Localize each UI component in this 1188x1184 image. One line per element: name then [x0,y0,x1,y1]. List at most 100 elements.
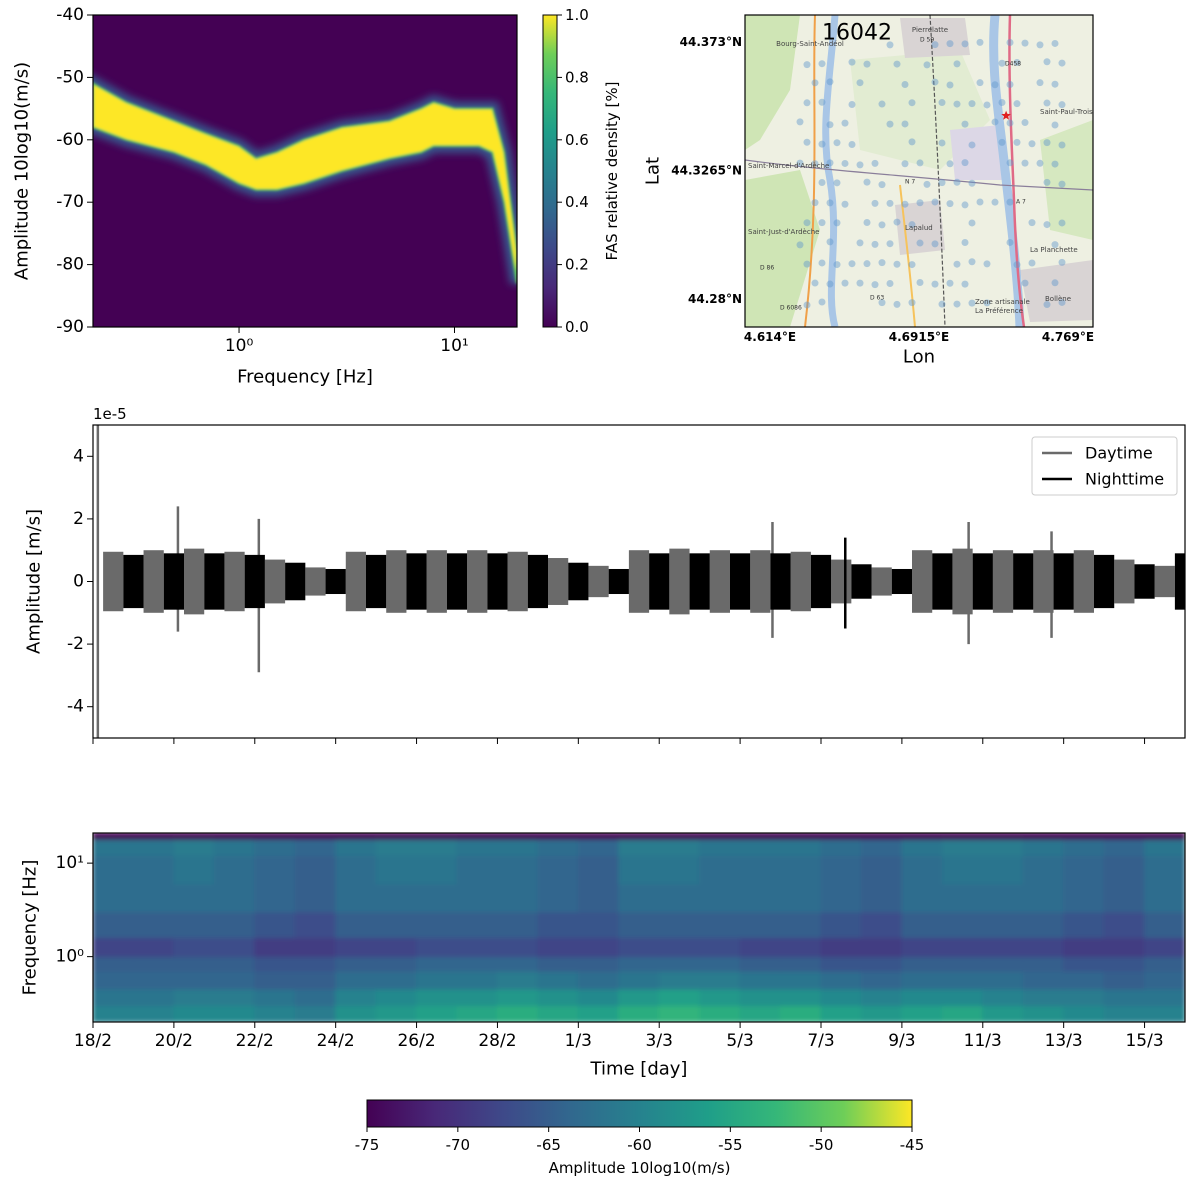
spectrogram-cell [658,970,701,990]
station-dot [1006,80,1014,88]
spectrogram-cell [213,956,256,972]
y-tick-label: 4 [73,446,84,466]
spectrogram-cell [820,970,862,990]
colorbar-tick-label: 0.8 [565,68,589,86]
spectrogram-cell [941,956,984,972]
spectrogram-cell [416,833,458,840]
station-dot [1013,261,1021,269]
spectrogram-cell [294,937,337,958]
station-dot [968,258,976,266]
plot-area [96,425,1185,738]
spectrogram-cell [1022,855,1065,885]
spectrogram-cell [294,956,337,972]
spectrogram-cell [577,1005,620,1022]
spectrogram-cell [1063,1005,1105,1022]
spectrogram-cell [93,988,134,1007]
spectrogram-cell [496,883,539,913]
spectrogram-cell [739,833,782,840]
spectrogram-cell [618,883,660,913]
spectrogram-cell [699,937,741,958]
station-dot [1051,160,1059,168]
station-dot [1013,59,1021,67]
envelope-segment [204,553,225,610]
envelope-segment [628,550,650,613]
spectrogram-cell [1063,956,1105,972]
spectrogram-cell [456,956,498,972]
station-dot [1058,219,1066,227]
station-dot [886,120,894,128]
spectrogram-cell [93,855,134,885]
station-dot [796,118,804,126]
station-dot [818,140,826,148]
place-label: Pierrelatte [912,26,948,34]
spectrogram-cell [820,833,862,840]
spectrogram-cell [335,855,377,885]
spectrogram-cell [173,988,215,1007]
spectrogram-cell [780,956,822,972]
spectrogram-cell [537,838,579,857]
envelope-segment [750,550,771,613]
spectrogram-cell [456,1005,498,1022]
spectrogram-cell [739,956,782,972]
station-dot [938,300,946,308]
colorbar-tick-label: -75 [355,1136,380,1154]
y-tick-label: 44.373°N [680,35,742,49]
spectrogram-cell [860,937,903,958]
spectrogram-cell [860,1005,903,1022]
spectrogram-cell [173,833,215,840]
spectrogram-cell [294,838,337,857]
station-dot [848,101,856,109]
x-tick-label: 13/3 [1045,1031,1083,1051]
station-dot [991,198,999,206]
spectrogram-cell [294,970,337,990]
station-dot [953,60,961,68]
spectrogram-cell [699,970,741,990]
colorbar-tick-label: 1.0 [565,6,589,24]
spectrogram-cell [132,833,175,840]
station-dot [1043,58,1051,66]
station-dot [908,299,916,307]
station-dot [886,41,894,49]
station-dot [863,218,871,226]
urban [895,200,945,255]
station-dot [901,200,909,208]
colorbar-tick-label: 0.2 [565,256,589,274]
station-dot [946,160,954,168]
station-dot [1058,141,1066,149]
station-dot [841,159,849,167]
spectrogram-cell [537,937,579,958]
y-axis-label: Frequency [Hz] [20,860,41,996]
station-dot [856,279,864,287]
station-dot [916,239,924,247]
spectrogram-cell [1144,838,1185,857]
x-tick-label: 22/2 [236,1031,274,1051]
spectrogram-cell [780,1005,822,1022]
spectrogram-cell [456,937,498,958]
station-dot [931,198,939,206]
spectrogram-cell [537,855,579,885]
spectrogram-cell [618,937,660,958]
spectrogram-cell [941,911,984,939]
station-dot [1058,298,1066,306]
spectrogram-cell [699,883,741,913]
spectrogram-cell [658,1005,701,1022]
spectrogram-cell [1103,911,1146,939]
station-dot [848,58,856,66]
station-dot [1021,279,1029,287]
spectrogram-cell [1063,988,1105,1007]
spectrogram-cell [1103,883,1146,913]
place-label: La Planchette [1030,246,1078,254]
spectrogram-cell [658,833,701,840]
envelope-segment [163,553,184,610]
station-dot [818,259,826,267]
envelope-segment [467,550,488,613]
railway [929,15,946,327]
spectrogram-cell [254,838,296,857]
spectrogram-cell [416,1005,458,1022]
y-tick-label: 44.3265°N [671,163,742,177]
station-dot [871,159,879,167]
envelope-segment [689,553,710,610]
spectrogram-cell [375,970,418,990]
spectrogram-cell [213,988,256,1007]
colorbar-tick-label: -45 [900,1136,925,1154]
